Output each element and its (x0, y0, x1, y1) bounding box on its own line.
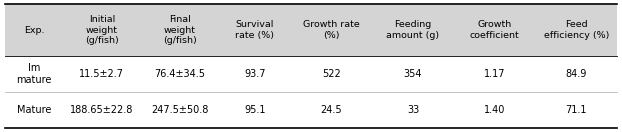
Text: Final
weight
(g/fish): Final weight (g/fish) (163, 15, 197, 45)
Text: 95.1: 95.1 (244, 105, 266, 115)
Text: 71.1: 71.1 (565, 105, 587, 115)
Text: Im
mature: Im mature (16, 63, 52, 85)
Text: 24.5: 24.5 (320, 105, 342, 115)
Text: 11.5±2.7: 11.5±2.7 (80, 69, 124, 79)
Text: 1.17: 1.17 (484, 69, 505, 79)
Bar (5, 4, 617, 56)
Text: 76.4±34.5: 76.4±34.5 (155, 69, 206, 79)
Text: Mature: Mature (17, 105, 51, 115)
Text: 1.40: 1.40 (484, 105, 505, 115)
Text: 84.9: 84.9 (565, 69, 587, 79)
Text: Growth
coefficient: Growth coefficient (470, 20, 519, 40)
Text: 93.7: 93.7 (244, 69, 266, 79)
Text: 247.5±50.8: 247.5±50.8 (151, 105, 209, 115)
Text: Feeding
amount (g): Feeding amount (g) (386, 20, 440, 40)
Bar (5, 92, 617, 128)
Text: Initial
weight
(g/fish): Initial weight (g/fish) (85, 15, 119, 45)
Text: 522: 522 (322, 69, 341, 79)
Text: 354: 354 (404, 69, 422, 79)
Bar (5, 56, 617, 92)
Text: 188.65±22.8: 188.65±22.8 (70, 105, 134, 115)
Text: Growth rate
(%): Growth rate (%) (303, 20, 360, 40)
Text: Survival
rate (%): Survival rate (%) (235, 20, 274, 40)
Text: Exp.: Exp. (24, 25, 44, 34)
Text: 33: 33 (407, 105, 419, 115)
Text: Feed
efficiency (%): Feed efficiency (%) (544, 20, 609, 40)
